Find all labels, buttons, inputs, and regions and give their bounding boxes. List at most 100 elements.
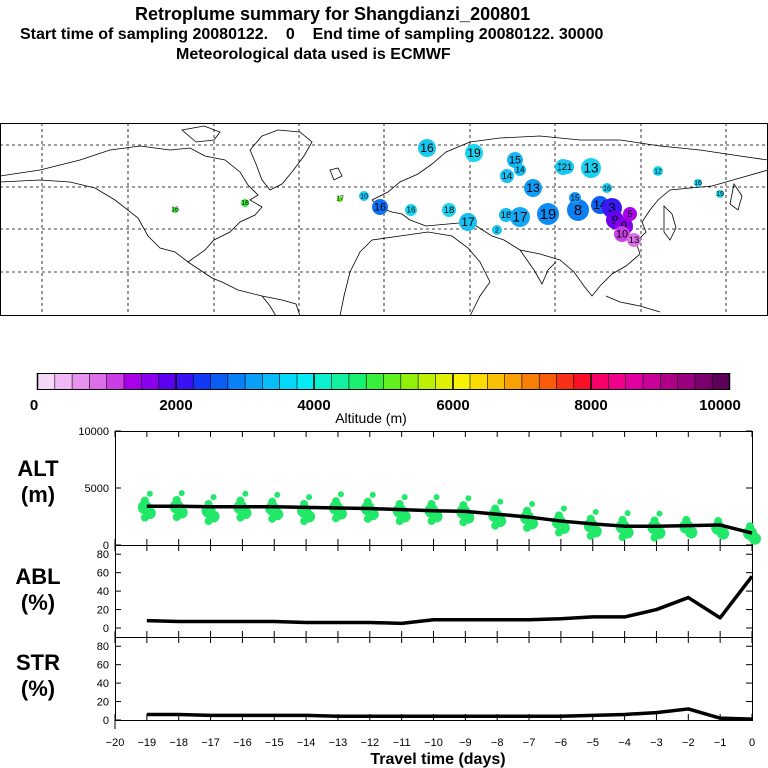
colorbar-swatch	[158, 373, 177, 390]
colorbar-swatch	[487, 373, 506, 390]
colorbar-swatch	[556, 373, 575, 390]
colorbar-swatch	[573, 373, 592, 390]
y-tick-label: 60	[97, 568, 109, 580]
altitude-cluster-dot	[242, 490, 249, 497]
colorbar-tick-label: 10000	[699, 397, 741, 414]
series-line	[146, 504, 753, 535]
x-tick-label: 0	[749, 737, 755, 749]
chart-title: Retroplume summary for Shangdianzi_20080…	[135, 4, 531, 24]
plume-marker-label: 2	[495, 227, 499, 234]
y-tick-label: 80	[97, 549, 109, 561]
colorbar-swatch	[227, 373, 246, 390]
plume-marker	[500, 169, 514, 183]
plume-marker-label: 13	[629, 235, 640, 246]
plume-marker	[694, 179, 702, 187]
plume-marker-label: 8	[574, 203, 582, 219]
altitude-cluster-dot	[427, 499, 436, 508]
plume-marker	[241, 199, 249, 207]
altitude-cluster-dot	[586, 514, 595, 523]
altitude-cluster-dot	[465, 495, 472, 502]
altitude-cluster-dot	[459, 518, 468, 527]
plume-marker	[465, 144, 483, 162]
plume-marker-label: 17	[461, 215, 475, 229]
altitude-cluster-dot	[650, 533, 659, 542]
plume-marker	[359, 191, 369, 201]
y-tick-label: 20	[97, 605, 109, 617]
colorbar-tick-label: 0	[30, 397, 38, 414]
plume-marker-label: 14	[502, 171, 513, 182]
colorbar-swatch	[262, 373, 281, 390]
retroplume-world-map: 1619151412132113141718161817198143995101…	[0, 123, 768, 317]
plume-marker-label: 14	[515, 166, 525, 175]
altitude-cluster-dot	[210, 494, 217, 501]
colorbar-swatch	[366, 373, 384, 390]
x-tick-label: −16	[233, 737, 252, 749]
altitude-cluster-dot	[560, 505, 567, 512]
plume-marker	[507, 152, 523, 168]
altitude-cluster-dot	[554, 528, 563, 537]
altitude-cluster-dot	[554, 511, 563, 520]
colorbar-swatch	[712, 373, 730, 390]
altitude-cluster-dot	[685, 526, 698, 539]
plume-marker-label: 16	[171, 206, 179, 213]
altitude-cluster-dot	[433, 494, 440, 501]
x-tick-label: −3	[650, 737, 663, 749]
colorbar-swatch	[175, 373, 194, 390]
colorbar-swatch	[124, 373, 142, 390]
colorbar-swatch	[625, 373, 644, 390]
altitude-cluster-dot	[337, 491, 344, 498]
plume-marker-label: 12	[654, 168, 662, 175]
colorbar-swatch	[193, 373, 211, 390]
altitude-cluster-dot	[529, 500, 536, 507]
colorbar-tick-label: 2000	[159, 397, 192, 414]
altitude-cluster-dot	[401, 494, 408, 501]
x-tick-label: −18	[169, 737, 188, 749]
x-tick-label: −8	[491, 737, 504, 749]
colorbar-swatch	[591, 373, 609, 390]
abl-panel-units: (%)	[21, 590, 55, 615]
y-tick-label: 0	[103, 540, 109, 552]
altitude-cluster-dot	[268, 514, 277, 523]
altitude-cluster-dot	[140, 496, 149, 505]
altitude-cluster-dot	[427, 517, 436, 526]
x-tick-label: −2	[682, 737, 695, 749]
altitude-cluster-dot	[300, 517, 309, 526]
colorbar-swatch	[279, 373, 298, 390]
plume-marker-label: 18	[444, 205, 455, 216]
plume-marker	[653, 166, 663, 176]
y-tick-label: 20	[97, 697, 109, 709]
colorbar-swatch	[677, 373, 696, 390]
plume-marker	[537, 203, 559, 225]
plume-marker-label: 5	[627, 209, 632, 220]
colorbar-swatch	[348, 373, 367, 390]
plume-marker-label: 19	[540, 207, 557, 223]
colorbar-swatch	[400, 373, 419, 390]
altitude-cluster-dot	[178, 490, 185, 497]
altitude-cluster-dot	[172, 513, 181, 522]
plume-marker	[418, 139, 436, 157]
map-coastlines	[0, 125, 768, 317]
altitude-cluster-dot	[746, 522, 754, 531]
altitude-colorbar: 0 2000 4000 6000 8000 10000 Altitude (m)	[30, 373, 741, 426]
y-tick-label: 40	[97, 678, 109, 690]
plume-marker	[372, 199, 388, 215]
plume-marker	[716, 190, 724, 198]
colorbar-swatch	[54, 373, 73, 390]
x-tick-label: −5	[586, 737, 599, 749]
plume-marker-label: 16	[420, 141, 434, 155]
y-tick-label: 0	[103, 623, 109, 635]
colorbar-swatch	[245, 373, 263, 390]
altitude-cluster-dot	[331, 497, 340, 506]
y-tick-label: 60	[97, 660, 109, 672]
plume-marker-label: 16	[406, 206, 416, 215]
plume-marker	[405, 204, 417, 216]
plume-marker	[581, 158, 601, 178]
altitude-cluster-dot	[491, 521, 500, 530]
colorbar-swatch	[210, 373, 229, 390]
colorbar-swatch	[418, 373, 436, 390]
x-tick-label: −13	[329, 737, 348, 749]
colorbar-swatch	[694, 373, 713, 390]
x-tick-label: −6	[555, 737, 568, 749]
plume-marker-label: 15	[570, 194, 580, 203]
